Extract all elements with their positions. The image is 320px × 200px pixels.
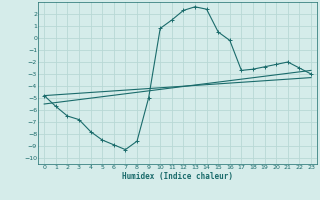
X-axis label: Humidex (Indice chaleur): Humidex (Indice chaleur) xyxy=(122,172,233,181)
